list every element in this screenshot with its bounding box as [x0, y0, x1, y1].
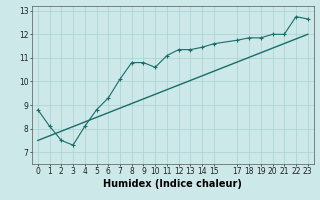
X-axis label: Humidex (Indice chaleur): Humidex (Indice chaleur): [103, 179, 242, 189]
